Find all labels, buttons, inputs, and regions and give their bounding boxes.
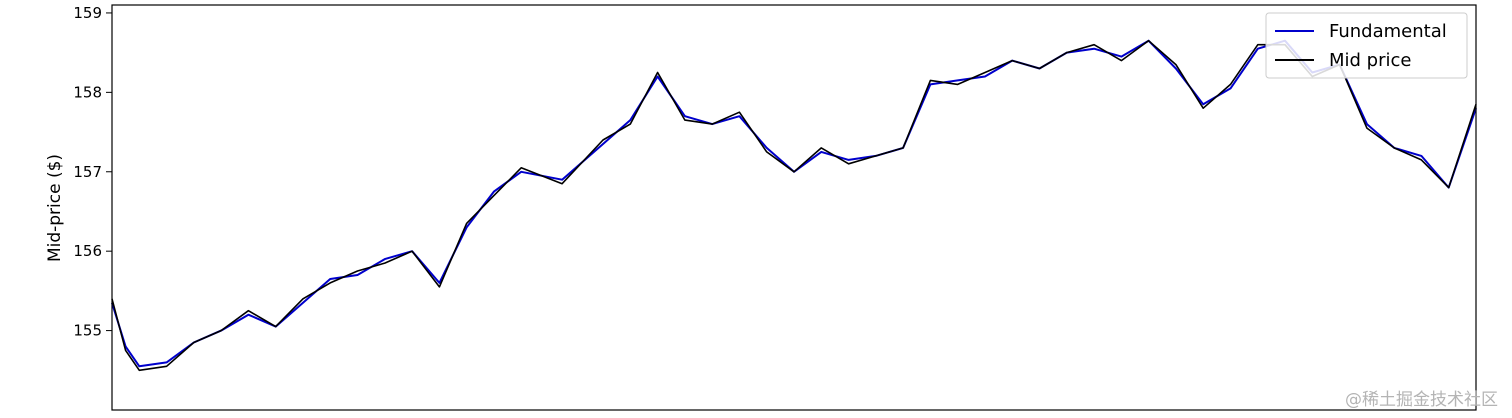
legend: Fundamental Mid price: [1265, 12, 1468, 79]
legend-label: Mid price: [1329, 50, 1411, 71]
y-tick-label: 158: [73, 83, 102, 101]
plot-frame: [111, 4, 1477, 411]
series-layer: [111, 39, 1477, 372]
series-line-mid-price: [111, 39, 1477, 372]
y-tick-label: 156: [73, 242, 102, 260]
y-axis-label: Mid-price ($): [45, 154, 65, 262]
watermark: @稀土掘金技术社区: [1345, 390, 1498, 410]
y-tick-label: 155: [73, 322, 102, 340]
legend-label: Fundamental: [1329, 21, 1447, 42]
y-tick-label: 157: [73, 163, 102, 181]
plot-area: [112, 5, 1476, 410]
legend-box: [1265, 12, 1468, 79]
y-tick-label: 159: [73, 4, 102, 22]
y-axis: 155 156 157 158 159: [73, 4, 112, 340]
